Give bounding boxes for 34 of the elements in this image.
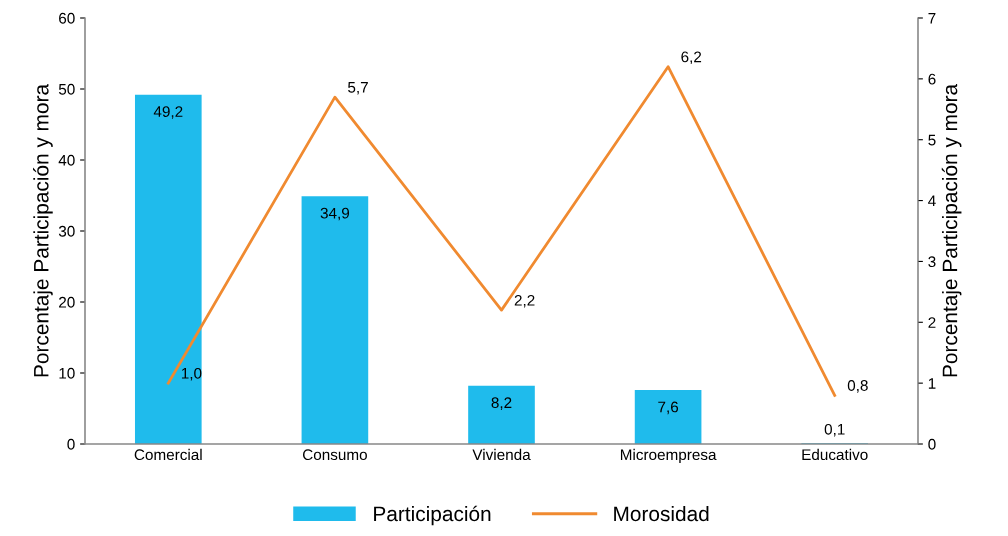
- y2-tick-label: 7: [928, 13, 936, 24]
- data-label: 6,2: [681, 51, 702, 65]
- y2-tick-label: 2: [928, 317, 936, 328]
- data-label: 7,6: [658, 401, 679, 415]
- data-label: 2,2: [514, 294, 535, 308]
- y-tick-label: 40: [58, 154, 75, 166]
- y2-tick-label: 6: [928, 73, 936, 85]
- data-label: 34,9: [320, 207, 350, 221]
- legend-label: Morosidad: [614, 505, 709, 522]
- data-label: 5,7: [348, 82, 368, 95]
- y2-tick-label: 3: [928, 256, 936, 268]
- data-label: 1,0: [181, 367, 202, 381]
- y-tick-label: 20: [59, 296, 75, 308]
- y-tick-label: 0: [67, 438, 75, 450]
- legend-label: Participación: [374, 505, 491, 526]
- data-label: 49,2: [153, 106, 183, 119]
- data-label: 0,1: [824, 423, 845, 437]
- data-label: 0,8: [847, 380, 868, 393]
- x-tick-label: Educativo: [802, 448, 868, 461]
- y-tick-label: 50: [58, 83, 75, 95]
- x-tick-label: Vivienda: [472, 448, 531, 461]
- y-tick-label: 10: [59, 367, 75, 379]
- y2-tick-label: 1: [928, 378, 936, 389]
- y2-tick-label: 0: [928, 438, 936, 450]
- x-tick-label: Comercial: [134, 448, 202, 461]
- data-label: 8,2: [491, 397, 512, 410]
- y2-tick-label: 4: [928, 195, 936, 207]
- y-tick-label: 60: [59, 12, 75, 24]
- y-tick-label: 30: [58, 225, 75, 237]
- y2-axis-title: Porcentaje Participación y mora: [941, 83, 962, 377]
- y2-tick-label: 5: [928, 134, 936, 146]
- x-tick-label: Microempresa: [620, 448, 717, 464]
- x-tick-label: Consumo: [302, 449, 367, 461]
- y-axis-title: Porcentaje Participación y mora: [33, 83, 53, 377]
